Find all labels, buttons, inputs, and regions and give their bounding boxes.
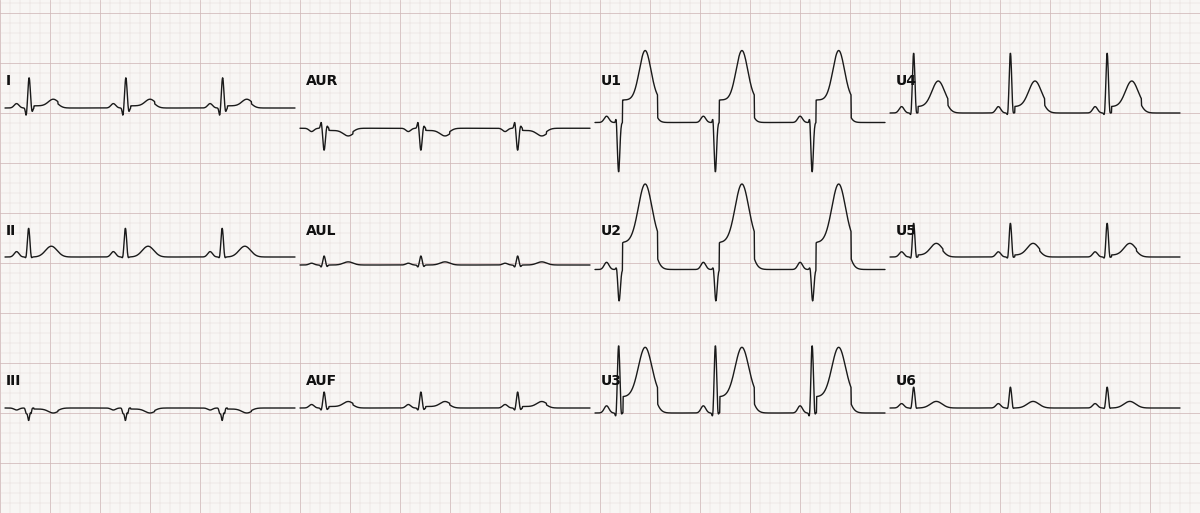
Text: U2: U2	[601, 224, 622, 238]
Text: AUR: AUR	[306, 74, 338, 88]
Text: I: I	[6, 74, 11, 88]
Text: II: II	[6, 224, 17, 238]
Text: AUF: AUF	[306, 374, 337, 388]
Text: III: III	[6, 374, 22, 388]
Text: U3: U3	[601, 374, 622, 388]
Text: U6: U6	[896, 374, 917, 388]
Text: U1: U1	[601, 74, 622, 88]
Text: AUL: AUL	[306, 224, 336, 238]
Text: U5: U5	[896, 224, 917, 238]
Text: U4: U4	[896, 74, 917, 88]
